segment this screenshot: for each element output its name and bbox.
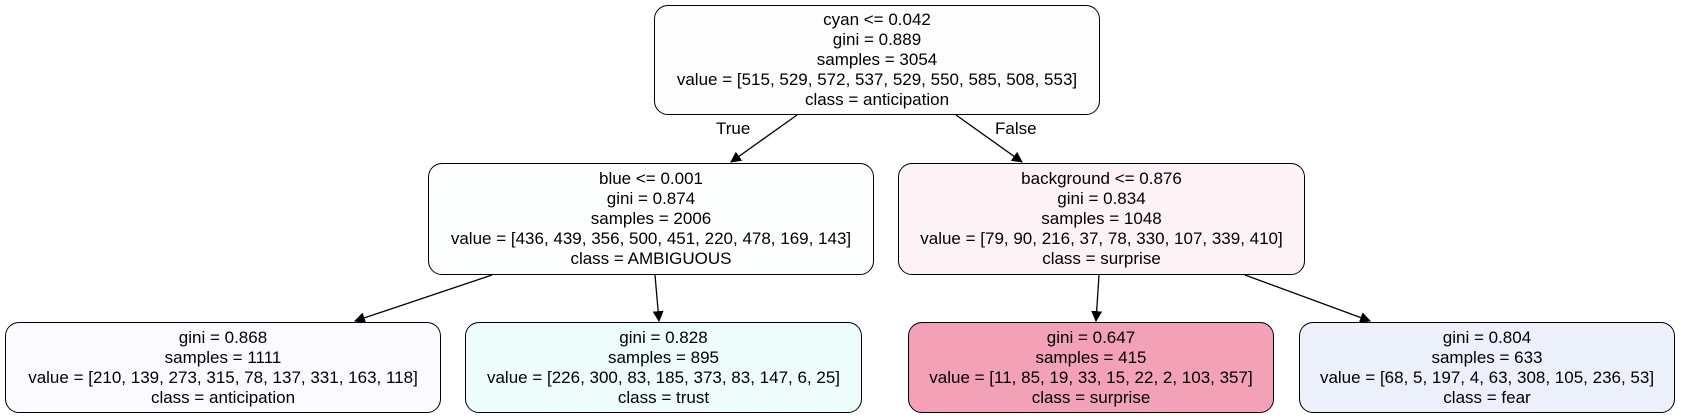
node-class: class = AMBIGUOUS — [570, 249, 732, 268]
edge-label-true: True — [716, 119, 751, 138]
node-class: class = anticipation — [150, 387, 296, 407]
node-value: value = [11, 85, 19, 33, 15, 22, 2, 103,… — [929, 367, 1253, 387]
node-gini: gini = 0.828 — [619, 327, 708, 347]
node-samples: samples = 2006 — [590, 209, 712, 228]
node-class: class = fear — [1443, 387, 1531, 407]
node-gini: gini = 0.804 — [1442, 327, 1532, 347]
node-value: value = [210, 139, 273, 315, 78, 137, 33… — [28, 367, 418, 387]
edge-left-to-ll — [353, 274, 493, 324]
node-value: value = [68, 5, 197, 4, 63, 308, 105, 23… — [1319, 367, 1655, 387]
tree-leaf-ll: gini = 0.868 samples = 1111 value = [210… — [5, 322, 441, 413]
node-value: value = [515, 529, 572, 537, 529, 550, 5… — [676, 70, 1078, 89]
edge-root-to-right — [955, 114, 1023, 163]
node-class: class = surprise — [1042, 249, 1161, 268]
node-samples: samples = 415 — [1035, 347, 1147, 367]
node-split-condition: blue <= 0.001 — [599, 169, 703, 188]
tree-node-left: blue <= 0.001 gini = 0.874 samples = 200… — [428, 163, 874, 275]
node-split-condition: background <= 0.876 — [1021, 169, 1182, 188]
node-class: class = surprise — [1031, 387, 1151, 407]
node-samples: samples = 1048 — [1041, 209, 1162, 228]
node-gini: gini = 0.874 — [606, 189, 696, 208]
edge-left-to-lr — [652, 274, 664, 323]
edge-root-to-left — [730, 114, 798, 163]
node-split-condition: cyan <= 0.042 — [823, 10, 931, 29]
node-gini: gini = 0.647 — [1046, 327, 1136, 347]
node-gini: gini = 0.834 — [1057, 189, 1146, 208]
node-gini: gini = 0.889 — [832, 30, 922, 49]
tree-leaf-rl: gini = 0.647 samples = 415 value = [11, … — [908, 322, 1274, 413]
node-samples: samples = 633 — [1431, 347, 1543, 367]
edge-right-to-rl — [1091, 274, 1103, 323]
node-samples: samples = 3054 — [816, 50, 938, 69]
tree-leaf-rr: gini = 0.804 samples = 633 value = [68, … — [1299, 322, 1675, 413]
node-gini: gini = 0.868 — [178, 327, 268, 347]
node-value: value = [79, 90, 216, 37, 78, 330, 107, … — [920, 229, 1283, 248]
edge-right-to-rr — [1244, 274, 1372, 323]
tree-leaf-lr: gini = 0.828 samples = 895 value = [226,… — [465, 322, 862, 413]
node-value: value = [226, 300, 83, 185, 373, 83, 147… — [486, 367, 841, 387]
node-value: value = [436, 439, 356, 500, 451, 220, 4… — [450, 229, 852, 248]
tree-node-right: background <= 0.876 gini = 0.834 samples… — [898, 163, 1305, 275]
node-samples: samples = 895 — [607, 347, 720, 367]
node-samples: samples = 1111 — [164, 347, 282, 367]
tree-node-root: cyan <= 0.042 gini = 0.889 samples = 305… — [654, 5, 1100, 115]
edge-label-false: False — [995, 119, 1037, 138]
node-class: class = anticipation — [804, 90, 950, 109]
node-class: class = trust — [617, 387, 710, 407]
